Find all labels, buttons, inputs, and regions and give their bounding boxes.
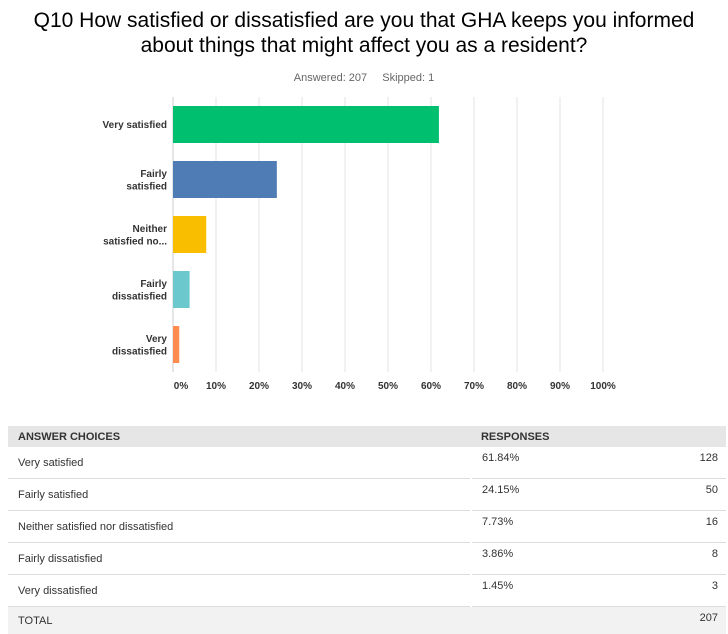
category-label: dissatisfied <box>112 346 167 357</box>
answer-choices-header: ANSWER CHOICES <box>8 426 471 447</box>
response-percent: 24.15% <box>471 479 649 511</box>
answer-choice: Neither satisfied nor dissatisfied <box>8 511 471 543</box>
category-label: satisfied no... <box>103 236 167 247</box>
response-count: 128 <box>649 447 726 479</box>
category-label: Fairly <box>140 169 167 180</box>
bar <box>173 216 206 253</box>
total-label: TOTAL <box>8 607 471 634</box>
response-count: 50 <box>649 479 726 511</box>
x-tick-label: 90% <box>550 381 570 392</box>
bar <box>173 161 277 198</box>
question-title: Q10 How satisfied or dissatisfied are yo… <box>0 8 728 58</box>
response-count: 16 <box>649 511 726 543</box>
category-label: Very satisfied <box>103 120 167 131</box>
answer-choice: Fairly dissatisfied <box>8 543 471 575</box>
x-tick-label: 30% <box>292 381 312 392</box>
x-tick-label: 10% <box>206 381 226 392</box>
category-label: Very <box>146 334 168 345</box>
x-tick-label: 80% <box>507 381 527 392</box>
total-count: 207 <box>649 607 726 634</box>
response-percent: 61.84% <box>471 447 649 479</box>
total-row: TOTAL 207 <box>8 607 726 634</box>
response-percent: 3.86% <box>471 543 649 575</box>
category-label: Fairly <box>140 279 167 290</box>
bar <box>173 106 439 143</box>
response-stats: Answered: 207 Skipped: 1 <box>0 72 728 84</box>
x-tick-label: 0% <box>174 381 189 392</box>
category-label: satisfied <box>126 181 167 192</box>
x-tick-label: 40% <box>335 381 355 392</box>
answer-choice: Fairly satisfied <box>8 479 471 511</box>
x-tick-label: 100% <box>590 381 616 392</box>
bar <box>173 326 179 363</box>
response-count: 8 <box>649 543 726 575</box>
total-spacer <box>471 607 649 634</box>
category-label: dissatisfied <box>112 291 167 302</box>
question-title-line-1: Q10 How satisfied or dissatisfied are yo… <box>0 8 728 33</box>
table-header-row: ANSWER CHOICES RESPONSES <box>8 426 726 447</box>
x-tick-label: 70% <box>464 381 484 392</box>
answer-choice: Very dissatisfied <box>8 575 471 607</box>
response-percent: 1.45% <box>471 575 649 607</box>
x-tick-label: 60% <box>421 381 441 392</box>
question-title-line-2: about things that might affect you as a … <box>0 33 728 58</box>
response-percent: 7.73% <box>471 511 649 543</box>
answered-count: Answered: 207 <box>294 72 367 84</box>
bar-chart: Very satisfiedFairlysatisfiedNeithersati… <box>0 95 728 405</box>
x-tick-label: 20% <box>249 381 269 392</box>
category-label: Neither <box>133 224 168 235</box>
answer-choice: Very satisfied <box>8 447 471 479</box>
responses-header: RESPONSES <box>471 426 726 447</box>
skipped-count: Skipped: 1 <box>382 72 434 84</box>
x-tick-label: 50% <box>378 381 398 392</box>
response-count: 3 <box>649 575 726 607</box>
bar <box>173 271 190 308</box>
